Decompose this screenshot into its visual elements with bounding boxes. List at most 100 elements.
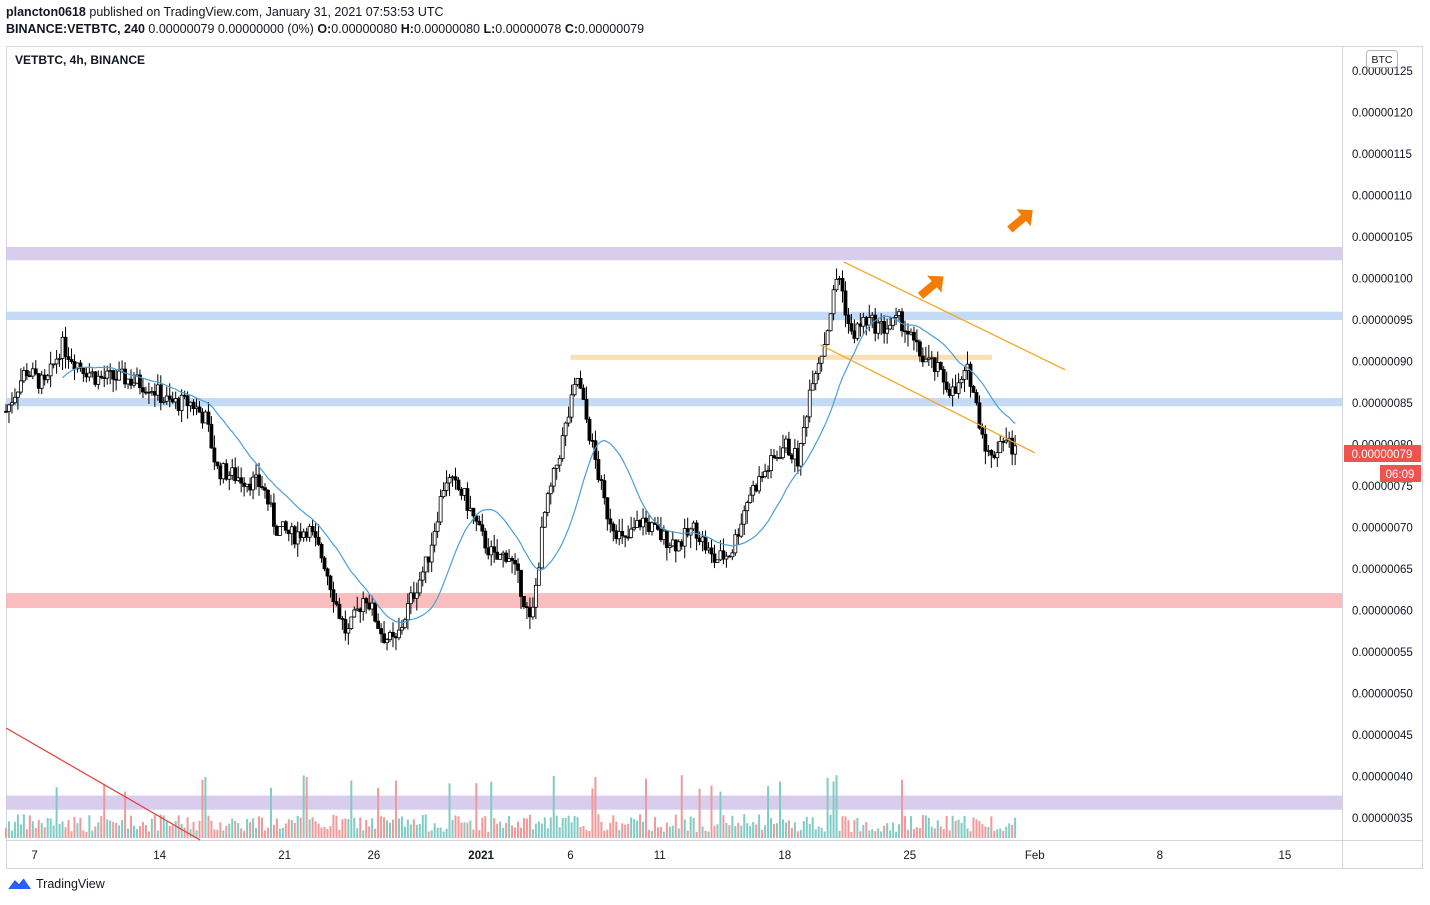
candle-body — [248, 483, 252, 491]
currency-badge[interactable]: BTC — [1366, 50, 1398, 68]
candle-body — [885, 328, 890, 334]
volume-bar — [990, 816, 993, 838]
volume-bar — [427, 831, 430, 838]
candle-body — [903, 330, 907, 333]
volume-bar — [847, 820, 850, 838]
chart-frame — [6, 46, 1423, 869]
candle-body — [935, 362, 940, 372]
volume-bar — [353, 817, 356, 838]
volume-bar — [758, 814, 761, 838]
candle-body — [989, 450, 994, 456]
volume-bar — [889, 830, 892, 838]
volume-bar — [222, 830, 225, 838]
candle-body — [661, 530, 666, 541]
candle-body — [39, 374, 44, 389]
candle-body — [575, 378, 580, 385]
candle-body — [813, 373, 818, 385]
volume-bar — [284, 823, 287, 838]
price-tick-label: 0.00000085 — [1352, 398, 1413, 410]
candle-body — [295, 531, 300, 545]
volume-bar — [198, 820, 201, 838]
candle-body — [48, 363, 53, 377]
volume-bar — [582, 825, 585, 838]
candle-body — [343, 618, 348, 634]
candle-body — [855, 323, 860, 339]
candle-body — [114, 378, 119, 381]
candle-body — [426, 556, 431, 563]
candle-body — [522, 596, 526, 608]
candle-body — [337, 603, 342, 619]
candle-body — [468, 507, 473, 511]
candle-body — [364, 598, 369, 604]
candle-body — [697, 537, 702, 543]
candle-body — [578, 378, 583, 389]
volume-bar — [802, 821, 805, 838]
volume-bar — [686, 830, 689, 838]
candle-body — [992, 454, 997, 459]
candle-body — [301, 531, 306, 538]
author-name[interactable]: plancton0618 — [6, 5, 86, 19]
candle-body — [912, 331, 916, 341]
volume-bar — [347, 818, 350, 838]
candle-body — [495, 551, 500, 560]
volume-bar — [22, 814, 25, 838]
candle-body — [96, 375, 101, 385]
volume-bar — [255, 827, 258, 838]
volume-bar — [662, 831, 665, 838]
volume-bar — [397, 818, 400, 838]
volume-bar — [909, 816, 912, 838]
candle-body — [980, 427, 985, 435]
candle-body — [328, 575, 333, 591]
volume-bar — [234, 820, 237, 838]
candle-body — [462, 488, 467, 496]
volume-bar — [275, 818, 278, 838]
volume-bar — [332, 814, 335, 838]
candle-body — [700, 536, 705, 543]
volume-bar — [135, 829, 138, 838]
candle-body — [450, 476, 455, 479]
candle-body — [221, 463, 226, 480]
candle-body — [435, 521, 440, 532]
volume-bar — [552, 775, 555, 838]
candle-body — [57, 358, 62, 360]
price-axis[interactable]: 0.00000125 0.00000120 0.00000115 0.00000110… — [1352, 66, 1413, 825]
volume-bar — [981, 824, 984, 838]
volume-bar — [344, 818, 347, 838]
candle-body — [926, 357, 931, 360]
candle-body — [155, 384, 160, 396]
candle-body — [682, 528, 687, 547]
candle-body — [897, 311, 901, 316]
candle-body — [718, 550, 723, 561]
volume-bar — [966, 828, 969, 838]
volume-bar — [210, 820, 213, 838]
volume-bar — [719, 791, 722, 838]
candle-body — [283, 521, 288, 531]
candle-body — [260, 486, 264, 489]
candle-body — [346, 628, 351, 634]
candle-body — [81, 367, 86, 375]
volume-bar — [64, 827, 67, 838]
volume-bar — [752, 821, 755, 838]
candle-body — [745, 502, 750, 512]
volume-bar — [207, 815, 210, 838]
volume-bar — [707, 831, 710, 838]
candle-body — [209, 423, 214, 449]
publish-info: plancton0618 published on TradingView.co… — [6, 5, 444, 19]
time-axis[interactable]: 7 14 21 26 2021 6 11 18 25 Feb 8 15 — [31, 850, 1291, 862]
volume-bar — [895, 831, 898, 838]
candle-body — [974, 392, 979, 404]
volume-bar — [49, 818, 52, 838]
volume-bar — [118, 825, 121, 838]
candle-body — [307, 526, 312, 538]
volume-bar — [237, 823, 240, 838]
volume-bar — [124, 791, 127, 838]
candle-body — [245, 483, 250, 487]
footer-branding[interactable]: TradingView — [8, 877, 105, 891]
volume-bar — [984, 826, 987, 838]
volume-bar — [826, 778, 829, 838]
volume-bar — [615, 821, 618, 838]
candle-body — [197, 406, 202, 413]
candle-body — [638, 520, 642, 528]
volume-bar — [528, 814, 531, 838]
